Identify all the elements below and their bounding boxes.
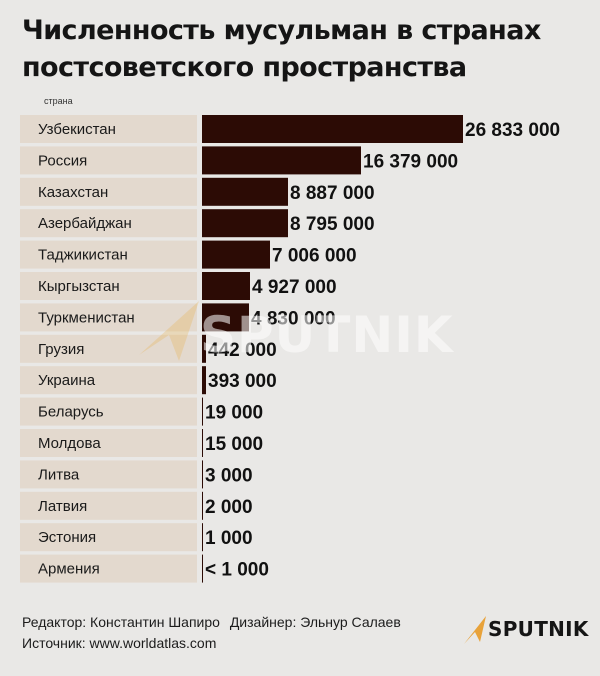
value-label: 15 000 bbox=[205, 434, 263, 455]
category-cell bbox=[20, 491, 197, 520]
category-cell bbox=[20, 177, 197, 206]
category-label: Азербайджан bbox=[38, 215, 132, 232]
category-cell bbox=[20, 334, 197, 363]
bar bbox=[202, 397, 203, 426]
category-label: Латвия bbox=[38, 498, 87, 515]
category-label: Кыргызстан bbox=[38, 278, 120, 295]
chart-title: Численность мусульман в странах постсове… bbox=[22, 15, 541, 83]
designer-credit: Дизайнер: Эльнур Салаев bbox=[229, 614, 401, 630]
bar bbox=[202, 240, 270, 269]
value-label: 19 000 bbox=[205, 403, 263, 424]
value-label: 442 000 bbox=[208, 340, 277, 361]
value-label: < 1 000 bbox=[205, 560, 269, 581]
source-credit: Источник: www.worldatlas.com bbox=[22, 635, 217, 651]
bar bbox=[202, 460, 203, 489]
value-label: 3 000 bbox=[205, 465, 253, 486]
category-cell bbox=[20, 397, 197, 426]
category-cell bbox=[20, 146, 197, 175]
category-cell bbox=[20, 115, 197, 143]
category-label: Литва bbox=[38, 466, 80, 483]
category-label: Молдова bbox=[38, 435, 101, 452]
value-label: 7 006 000 bbox=[272, 246, 357, 267]
category-cell bbox=[20, 460, 197, 489]
category-cell bbox=[20, 429, 197, 457]
bar bbox=[202, 272, 250, 300]
value-label: 4 830 000 bbox=[251, 308, 336, 329]
value-label: 26 833 000 bbox=[465, 120, 560, 141]
editor-credit: Редактор: Константин Шапиро bbox=[22, 614, 220, 630]
category-cell bbox=[20, 240, 197, 269]
value-label: 1 000 bbox=[205, 528, 253, 549]
category-cell bbox=[20, 209, 197, 238]
bar bbox=[202, 303, 249, 332]
category-label: Украина bbox=[38, 372, 96, 389]
bar bbox=[202, 115, 463, 143]
category-cell bbox=[20, 554, 197, 583]
category-cell bbox=[20, 272, 197, 300]
bar bbox=[202, 177, 288, 206]
bar bbox=[202, 429, 203, 457]
bar bbox=[202, 209, 288, 238]
value-label: 8 887 000 bbox=[290, 183, 375, 204]
bar bbox=[202, 491, 203, 520]
category-label: Грузия bbox=[38, 341, 84, 358]
value-label: 8 795 000 bbox=[290, 214, 375, 235]
bar-chart: Узбекистан 26 833 000 Россия 16 379 000 Каза… bbox=[20, 115, 560, 583]
category-label: Таджикистан bbox=[38, 247, 128, 264]
category-cell bbox=[20, 523, 197, 552]
value-label: 16 379 000 bbox=[363, 151, 458, 172]
bar bbox=[202, 146, 361, 175]
brand-name: SPUTNIK bbox=[488, 617, 589, 641]
category-cell bbox=[20, 366, 197, 395]
sputnik-logo-icon bbox=[464, 616, 486, 644]
category-label: Беларусь bbox=[38, 404, 104, 421]
value-label: 2 000 bbox=[205, 497, 253, 518]
bar bbox=[202, 554, 203, 583]
value-label: 4 927 000 bbox=[252, 277, 337, 298]
value-label: 393 000 bbox=[208, 371, 277, 392]
category-label: Казахстан bbox=[38, 184, 108, 201]
category-label: Эстония bbox=[38, 529, 96, 546]
footer: Редактор: Константин Шапиро Дизайнер: Эл… bbox=[22, 612, 401, 654]
category-label: Россия bbox=[38, 152, 87, 169]
category-label: Армения bbox=[38, 561, 100, 578]
bar bbox=[202, 366, 206, 395]
category-label: Узбекистан bbox=[38, 121, 116, 138]
category-cell bbox=[20, 303, 197, 332]
bar bbox=[202, 334, 206, 363]
bar bbox=[202, 523, 203, 552]
column-header: страна bbox=[44, 96, 73, 106]
category-label: Туркменистан bbox=[38, 309, 135, 326]
